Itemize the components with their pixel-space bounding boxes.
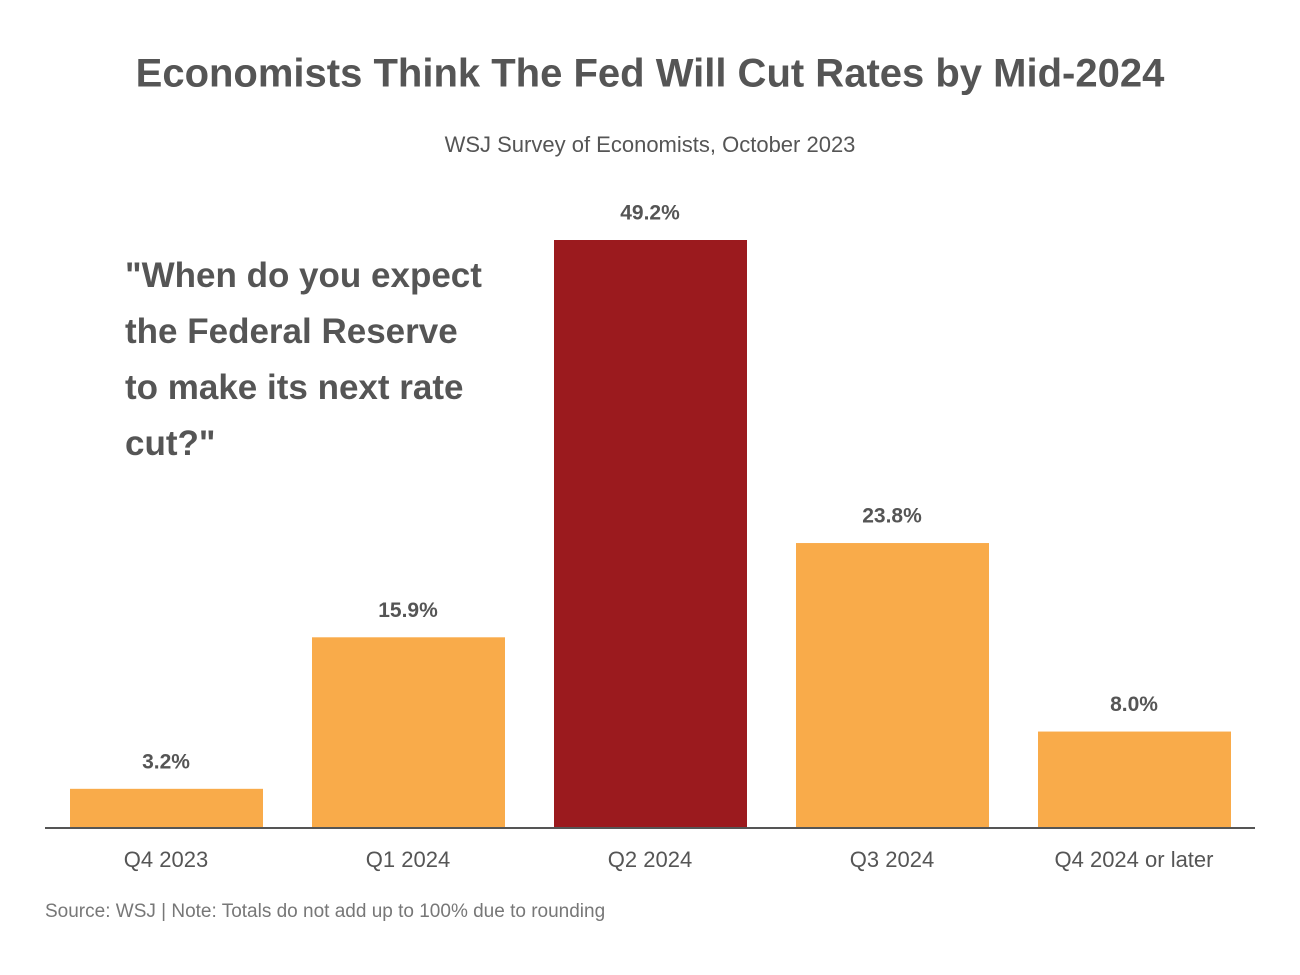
x-tick-label: Q4 2024 or later: [1055, 847, 1214, 872]
x-tick-label: Q3 2024: [850, 847, 934, 872]
bar: [1038, 731, 1231, 827]
x-tick-label: Q4 2023: [124, 847, 208, 872]
value-label: 49.2%: [620, 202, 680, 225]
x-tick-label: Q2 2024: [608, 847, 692, 872]
value-label: 15.9%: [378, 599, 438, 622]
bar: [554, 240, 747, 827]
bar: [796, 543, 989, 827]
x-tick-label: Q1 2024: [366, 847, 450, 872]
bar: [312, 637, 505, 827]
bar: [70, 788, 263, 827]
source-note: Source: WSJ | Note: Totals do not add up…: [45, 901, 605, 922]
chart-title: Economists Think The Fed Will Cut Rates …: [136, 52, 1165, 96]
value-label: 8.0%: [1110, 693, 1158, 716]
annotation: "When do you expect the Federal Reserve …: [125, 256, 482, 463]
value-label: 23.8%: [862, 505, 922, 528]
chart-subtitle: WSJ Survey of Economists, October 2023: [445, 132, 856, 157]
value-label: 3.2%: [142, 750, 190, 773]
